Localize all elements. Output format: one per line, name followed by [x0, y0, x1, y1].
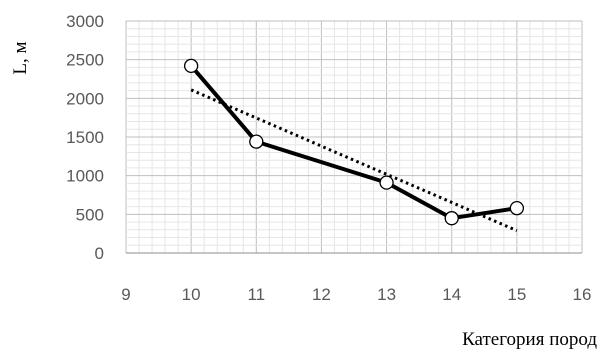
- y-tick-label: 1500: [66, 128, 104, 147]
- x-tick-label: 11: [247, 285, 265, 304]
- x-tick-label: 14: [442, 285, 461, 304]
- data-point-marker: [183, 58, 199, 74]
- x-axis-label: Категория пород: [462, 329, 597, 350]
- data-point-marker: [249, 134, 264, 149]
- y-tick-label: 500: [76, 205, 104, 224]
- x-tick-label: 16: [573, 285, 592, 304]
- y-tick-label: 2500: [66, 51, 104, 70]
- data-point-marker: [509, 200, 525, 216]
- series-group: [183, 58, 525, 226]
- data-point-marker: [379, 175, 394, 190]
- x-tick-label: 9: [121, 285, 130, 304]
- data-point-marker: [444, 211, 459, 226]
- y-tick-label: 3000: [66, 12, 104, 31]
- x-tick-label: 10: [182, 285, 201, 304]
- x-tick-label: 13: [377, 285, 396, 304]
- trendline: [190, 88, 518, 232]
- y-axis-label: L, м: [10, 41, 31, 74]
- y-tick-label: 1000: [66, 167, 104, 186]
- x-tick-label: 12: [312, 285, 331, 304]
- tick-labels: 9 10 11 12 13 14 15 16 0 500 1000 1500 2000 2500 3000: [66, 12, 591, 304]
- series-line: [189, 64, 518, 221]
- trendline-group: [190, 88, 518, 232]
- y-tick-label: 0: [95, 244, 104, 263]
- grid: [125, 20, 583, 254]
- y-tick-label: 2000: [66, 89, 104, 108]
- x-tick-label: 15: [507, 285, 526, 304]
